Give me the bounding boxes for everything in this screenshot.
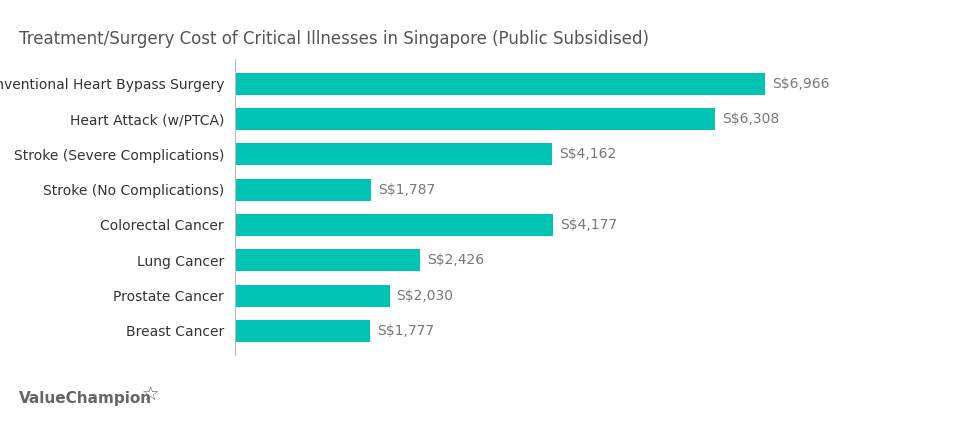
Text: S$1,787: S$1,787 (378, 183, 435, 197)
Text: S$1,777: S$1,777 (377, 324, 434, 338)
Bar (235, 108, 715, 130)
Text: Treatment/Surgery Cost of Critical Illnesses in Singapore (Public Subsidised): Treatment/Surgery Cost of Critical Illne… (19, 30, 649, 48)
Bar (235, 249, 420, 271)
Bar (235, 179, 372, 201)
Text: S$2,030: S$2,030 (396, 288, 453, 302)
Bar (235, 285, 390, 307)
Bar (235, 214, 553, 236)
Text: S$4,162: S$4,162 (559, 147, 616, 161)
Text: S$4,177: S$4,177 (560, 218, 617, 232)
Bar (235, 73, 765, 95)
Text: S$2,426: S$2,426 (426, 253, 484, 267)
Text: S$6,966: S$6,966 (772, 77, 829, 91)
Text: ValueChampion: ValueChampion (19, 391, 153, 406)
Text: S$6,308: S$6,308 (722, 112, 780, 126)
Bar (235, 143, 552, 165)
Bar (235, 320, 371, 342)
Text: ☆: ☆ (142, 386, 159, 405)
